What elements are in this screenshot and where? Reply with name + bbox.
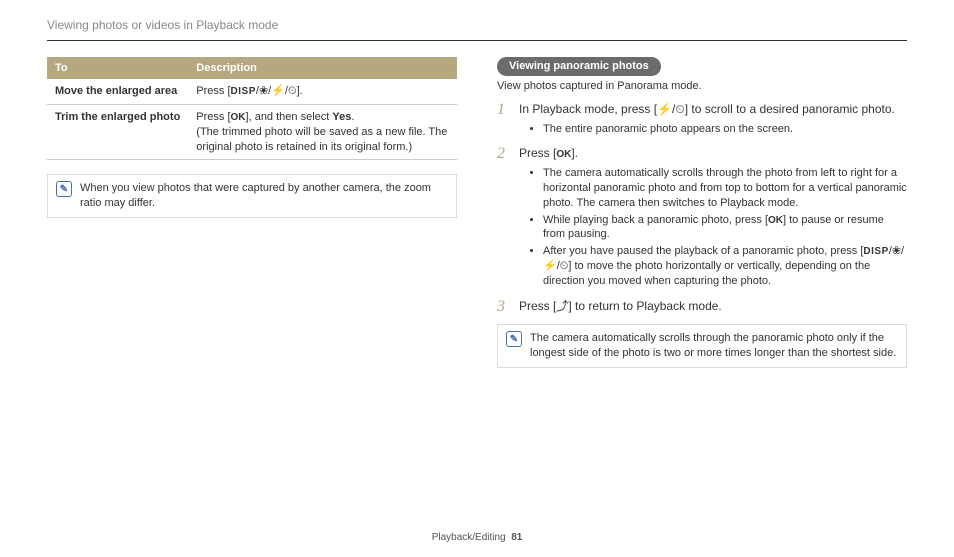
bullet-item: After you have paused the playback of a … — [543, 244, 907, 289]
table-row: Trim the enlarged photoPress [OK], and t… — [47, 104, 457, 160]
page-title: Viewing photos or videos in Playback mod… — [47, 18, 907, 41]
note-text: When you view photos that were captured … — [80, 181, 448, 211]
note-auto-scroll: ✎ The camera automatically scrolls throu… — [497, 324, 907, 368]
step-text: Press [⤴] to return to Playback mode. — [519, 299, 722, 313]
step-number: 2 — [497, 144, 505, 165]
note-text: The camera automatically scrolls through… — [530, 331, 898, 361]
bullet-item: The camera automatically scrolls through… — [543, 166, 907, 211]
step-number: 1 — [497, 100, 505, 121]
right-column: Viewing panoramic photos View photos cap… — [497, 57, 907, 382]
table-row-desc: Press [DISP/❀/⚡/⏲]. — [188, 79, 457, 104]
step-number: 3 — [497, 297, 505, 318]
table-header-desc: Description — [188, 57, 457, 79]
table-row: Move the enlarged areaPress [DISP/❀/⚡/⏲]… — [47, 79, 457, 104]
step-text: Press [OK]. — [519, 146, 578, 160]
page-footer: Playback/Editing 81 — [0, 532, 954, 543]
content-columns: To Description Move the enlarged areaPre… — [47, 57, 907, 382]
section-subtitle: View photos captured in Panorama mode. — [497, 80, 907, 92]
step-bullets: The entire panoramic photo appears on th… — [519, 122, 907, 137]
footer-page-number: 81 — [511, 532, 522, 543]
bullet-item: While playing back a panoramic photo, pr… — [543, 213, 907, 243]
note-zoom-ratio: ✎ When you view photos that were capture… — [47, 174, 457, 218]
step-item: 1 In Playback mode, press [⚡/⏲] to scroll… — [497, 102, 907, 136]
table-row-desc: Press [OK], and then select Yes.(The tri… — [188, 104, 457, 160]
note-icon: ✎ — [506, 331, 522, 347]
steps-list: 1 In Playback mode, press [⚡/⏲] to scroll… — [497, 102, 907, 314]
step-item: 3 Press [⤴] to return to Playback mode. — [497, 299, 907, 315]
table-row-head: Move the enlarged area — [47, 79, 188, 104]
step-text: In Playback mode, press [⚡/⏲] to scroll … — [519, 102, 895, 116]
footer-section: Playback/Editing — [432, 532, 506, 543]
step-item: 2 Press [OK]. The camera automatically scr… — [497, 146, 907, 288]
bullet-item: The entire panoramic photo appears on th… — [543, 122, 907, 137]
step-bullets: The camera automatically scrolls through… — [519, 166, 907, 289]
table-row-head: Trim the enlarged photo — [47, 104, 188, 160]
table-header-to: To — [47, 57, 188, 79]
note-icon: ✎ — [56, 181, 72, 197]
left-column: To Description Move the enlarged areaPre… — [47, 57, 457, 382]
section-heading-pill: Viewing panoramic photos — [497, 57, 661, 76]
actions-table: To Description Move the enlarged areaPre… — [47, 57, 457, 160]
